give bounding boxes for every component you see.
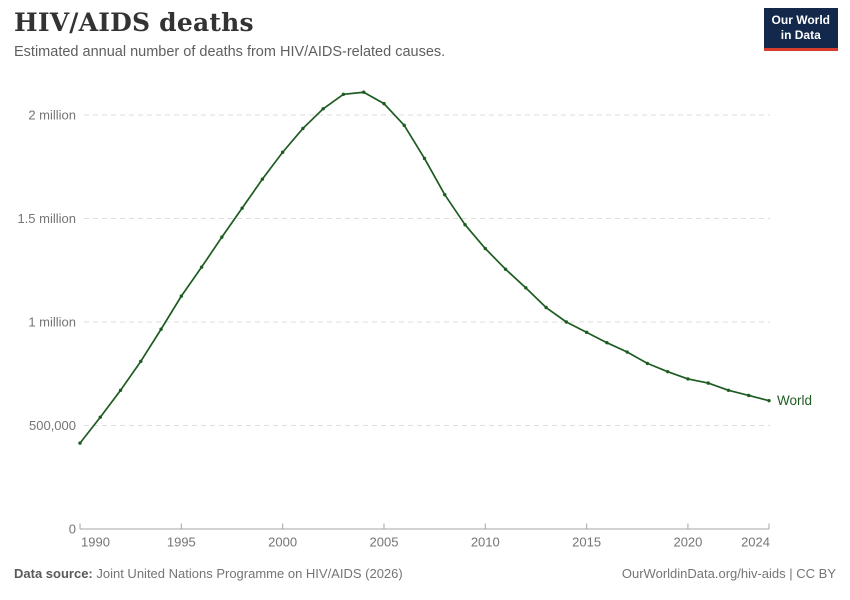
data-point (422, 156, 427, 161)
y-axis-tick-label: 500,000 (29, 418, 76, 433)
x-axis-tick-label: 2015 (572, 535, 601, 550)
x-axis-tick-label: 2024 (741, 535, 770, 550)
chart-subtitle: Estimated annual number of deaths from H… (14, 44, 446, 60)
x-axis-tick-label: 2000 (268, 535, 297, 550)
data-point (341, 92, 346, 97)
data-point (483, 246, 487, 251)
x-axis-tick-label: 1990 (81, 535, 110, 550)
series-end-label: World (777, 393, 812, 408)
data-point (78, 441, 82, 445)
data-point (463, 223, 467, 227)
chart-footer: Data source: Joint United Nations Progra… (14, 566, 836, 581)
data-source-note: Data source: Joint United Nations Progra… (14, 566, 403, 581)
chart-title: HIV/AIDS deaths (14, 8, 254, 37)
data-point (280, 150, 285, 154)
data-source-value: Joint United Nations Programme on HIV/AI… (92, 566, 403, 581)
data-point (159, 327, 163, 331)
owid-logo-line1: Our World (771, 13, 830, 27)
y-axis-tick-label: 1.5 million (17, 211, 76, 226)
data-point (98, 415, 102, 419)
data-point (402, 123, 406, 128)
y-axis-tick-label: 2 million (28, 108, 76, 123)
y-axis-tick-label: 0 (69, 522, 76, 537)
x-axis-tick-label: 2010 (471, 535, 500, 550)
data-point (199, 265, 204, 269)
data-point (726, 388, 731, 393)
data-point (443, 192, 447, 197)
data-point (706, 381, 710, 385)
data-point (503, 267, 508, 271)
attribution-link[interactable]: OurWorldinData.org/hiv-aids | CC BY (621, 566, 836, 581)
data-point (220, 235, 224, 239)
data-point (767, 398, 771, 403)
data-point (645, 361, 650, 366)
y-axis-tick-label: 1 million (28, 315, 76, 330)
data-point (118, 388, 123, 393)
data-point (382, 101, 386, 106)
chart-header: HIV/AIDS deaths Estimated annual number … (14, 8, 754, 60)
data-point (544, 305, 548, 310)
data-point (139, 359, 143, 364)
data-point (362, 90, 366, 94)
data-point (321, 107, 325, 111)
world-series-line[interactable] (79, 91, 770, 444)
data-point (179, 294, 184, 298)
data-point (747, 393, 751, 398)
data-source-label: Data source: (14, 566, 93, 581)
data-point (564, 320, 569, 324)
data-point (524, 286, 528, 290)
data-point (686, 377, 690, 381)
data-point (584, 330, 589, 335)
x-axis-tick-label: 1995 (167, 535, 196, 550)
x-axis-tick-label: 2020 (673, 535, 702, 550)
data-point (260, 177, 265, 181)
owid-logo-line2: in Data (780, 28, 821, 43)
x-axis-tick-label: 2005 (370, 535, 399, 550)
data-point (625, 350, 629, 354)
data-point (301, 126, 305, 131)
owid-logo[interactable]: Our World in Data (763, 8, 838, 51)
data-point (665, 369, 670, 374)
data-point (605, 341, 609, 345)
data-point (240, 206, 244, 210)
